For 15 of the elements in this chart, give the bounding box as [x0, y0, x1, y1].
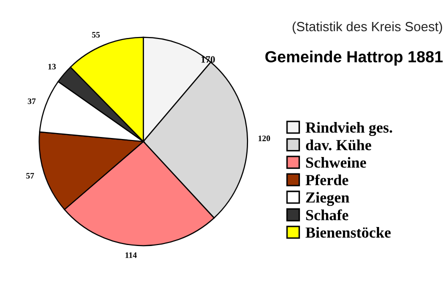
chart-subtitle: (Statistik des Kreis Soest)	[292, 22, 442, 34]
text: Gemeinde Hattrop 1881	[265, 50, 443, 66]
legend-label: Pferde	[306, 174, 348, 186]
data-label: 37	[28, 98, 36, 104]
data-label: 13	[48, 64, 56, 70]
legend-label: Ziegen	[306, 192, 350, 206]
legend-label: Schafe	[306, 209, 348, 220]
data-label: 57	[26, 172, 34, 179]
data-label: 55	[92, 32, 100, 38]
legend-label: Schweine	[306, 157, 366, 168]
legend-label: dav. Kühe	[306, 140, 372, 150]
legend-label: Bienenstöcke	[306, 226, 391, 238]
data-label: 114	[126, 252, 137, 258]
legend-label: Rindvieh ges.	[306, 122, 392, 136]
data-label: 120	[258, 136, 270, 142]
